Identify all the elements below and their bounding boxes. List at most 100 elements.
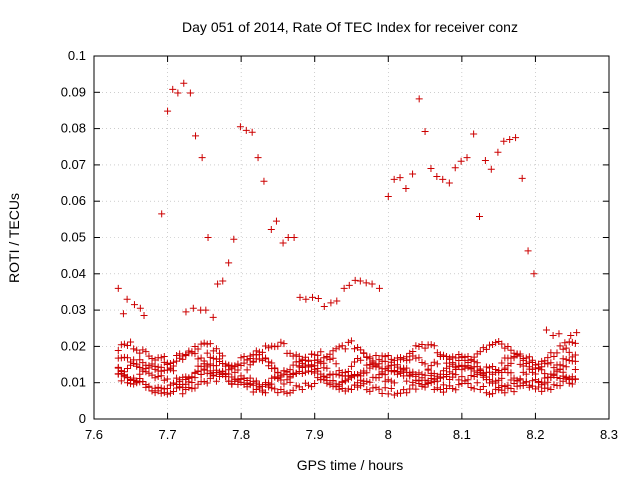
data-point [252,386,260,394]
data-point [130,345,138,353]
data-point [240,380,248,388]
y-tick-label: 0.06 [61,193,86,208]
data-point [136,370,144,378]
data-point [501,389,509,397]
data-point [308,350,316,358]
data-point [157,354,165,362]
data-point [396,174,404,182]
data-point [194,355,202,363]
data-point [470,385,478,393]
data-point [304,356,312,364]
data-point [528,358,536,366]
data-point [237,375,245,383]
data-point [289,352,297,360]
data-point [354,354,362,362]
data-point [327,299,335,307]
data-point [393,361,401,369]
data-point [268,384,276,392]
data-point [424,365,432,373]
data-point [292,351,300,359]
data-point [375,385,383,393]
data-point [368,280,376,288]
data-point [284,234,292,241]
data-marks [114,79,581,399]
data-point [160,389,168,397]
data-point [338,378,346,386]
data-point [277,373,285,381]
data-point [320,302,328,310]
data-point [494,148,502,156]
data-point [406,356,414,364]
data-point [191,384,199,392]
data-point [311,369,319,377]
data-point [458,366,466,374]
data-point [443,359,451,367]
data-point [553,349,561,357]
data-point [387,377,395,385]
data-point [160,358,168,366]
data-point [467,384,475,392]
data-point [567,332,575,340]
data-point [553,374,561,382]
axis-ticks: 7.6 7.7 7.8 7.9 8 8.1 8.2 8.3 0 0.01 0.02 0.03 0.04 0… [61,48,618,442]
x-tick-label: 8.2 [526,427,544,442]
data-point [302,295,310,303]
data-point [176,383,184,391]
data-point [530,270,538,278]
data-point [409,381,417,389]
data-point [360,369,368,377]
y-tick-label: 0.07 [61,157,86,172]
data-point [258,355,266,363]
data-point [286,378,294,386]
data-point [550,381,558,389]
data-point [538,366,546,374]
data-point [301,353,309,361]
data-point [378,370,386,378]
x-tick-label: 7.8 [232,427,250,442]
data-point [341,377,349,385]
data-point [445,179,453,187]
data-point [547,349,555,357]
data-point [351,358,359,366]
data-point [344,368,352,376]
data-point [262,389,270,397]
data-point [384,390,392,398]
data-point [267,226,275,234]
data-point [375,371,383,379]
data-point [384,192,392,200]
data-point [225,259,233,267]
data-point [174,89,182,97]
data-point [145,383,153,391]
data-point [481,157,489,165]
data-point [397,365,405,373]
data-point [556,361,564,369]
data-point [252,379,260,387]
data-point [461,356,469,364]
data-point [424,379,432,387]
data-point [476,386,484,393]
data-point [542,326,550,334]
data-point [351,276,359,284]
data-point [369,360,377,368]
data-point [254,154,262,162]
data-point [272,217,280,225]
data-point [157,389,165,397]
data-point [344,385,352,393]
data-point [518,174,526,182]
data-point [139,378,147,386]
data-point [573,329,581,337]
data-point [500,137,508,145]
data-point [173,384,181,392]
data-point [522,359,530,367]
data-point [198,154,206,162]
data-point [421,128,429,135]
data-point [230,235,238,243]
x-tick-label: 7.7 [159,427,177,442]
data-point [164,107,172,115]
data-point [133,377,141,385]
data-point [148,355,156,363]
data-point [430,358,438,366]
data-point [458,373,466,381]
data-point [397,353,405,361]
data-point [384,376,392,384]
